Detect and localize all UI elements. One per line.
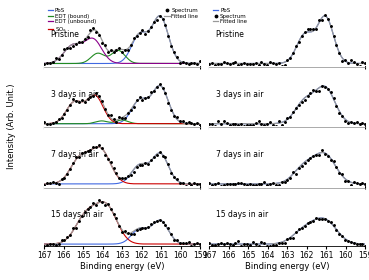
Text: 15 days in air: 15 days in air [216, 210, 268, 219]
Legend: Spectrum, Fitted line: Spectrum, Fitted line [163, 7, 199, 19]
Text: 15 days in air: 15 days in air [51, 210, 103, 219]
Text: 7 days in air: 7 days in air [51, 150, 98, 159]
Text: 3 days in air: 3 days in air [216, 90, 263, 99]
Text: Intensity (Arb. Unit.): Intensity (Arb. Unit.) [7, 83, 15, 169]
Text: Pristine: Pristine [51, 30, 79, 39]
Text: 7 days in air: 7 days in air [216, 150, 263, 159]
Text: 3 days in air: 3 days in air [51, 90, 98, 99]
Text: Pristine: Pristine [216, 30, 245, 39]
X-axis label: Binding energy (eV): Binding energy (eV) [245, 262, 330, 271]
Legend: PbS, Spectrum, Fitted line: PbS, Spectrum, Fitted line [212, 7, 248, 25]
X-axis label: Binding energy (eV): Binding energy (eV) [80, 262, 165, 271]
